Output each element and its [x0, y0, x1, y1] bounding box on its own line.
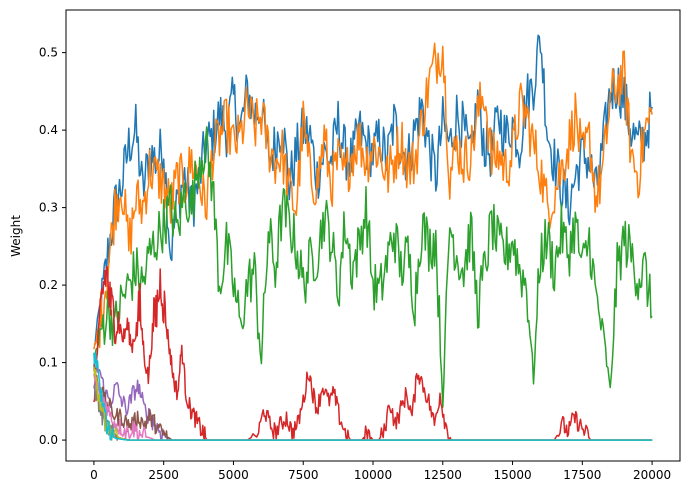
x-tick-label: 7500 [288, 468, 319, 482]
y-tick-label: 0.1 [39, 356, 58, 370]
x-tick-label: 5000 [218, 468, 249, 482]
series-line-10 [93, 352, 653, 441]
x-tick-label: 15000 [493, 468, 531, 482]
series-line-3 [93, 126, 653, 408]
series-line-4 [93, 265, 653, 441]
x-tick-label: 0 [90, 468, 98, 482]
x-tick-label: 17500 [563, 468, 601, 482]
x-tick-label: 20000 [633, 468, 671, 482]
y-tick-label: 0.4 [39, 123, 58, 137]
series-layer [93, 34, 653, 441]
y-axis-label: Weight [9, 215, 23, 257]
y-tick-label: 0.3 [39, 201, 58, 215]
series-line-2 [93, 42, 653, 350]
y-tick-label: 0.0 [39, 433, 58, 447]
y-axis: 0.0 0.1 0.2 0.3 0.4 0.5 [39, 46, 66, 447]
x-tick-label: 2500 [148, 468, 179, 482]
x-tick-label: 10000 [354, 468, 392, 482]
x-axis: 0 2500 5000 7500 10000 12500 15000 17500 20000 [90, 461, 671, 482]
y-tick-label: 0.5 [39, 46, 58, 60]
y-tick-label: 0.2 [39, 278, 58, 292]
x-tick-label: 12500 [424, 468, 462, 482]
